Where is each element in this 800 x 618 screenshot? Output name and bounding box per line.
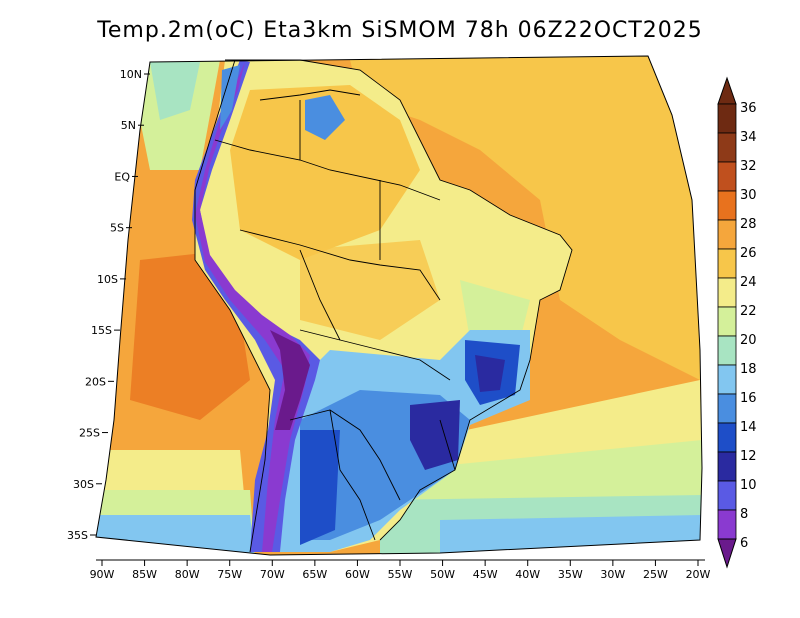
legend-swatch bbox=[717, 277, 737, 308]
lon-label: 65W bbox=[302, 568, 327, 581]
legend-swatch bbox=[717, 219, 737, 250]
lon-label: 20W bbox=[686, 568, 711, 581]
domain-border bbox=[95, 55, 703, 556]
lat-label: 35S bbox=[67, 529, 88, 542]
legend-swatch bbox=[717, 161, 737, 192]
lon-label: 75W bbox=[217, 568, 242, 581]
lat-label: 15S bbox=[91, 324, 112, 337]
legend-level-label: 34 bbox=[740, 130, 757, 145]
lon-label: 30W bbox=[600, 568, 625, 581]
lat-label: 10N bbox=[120, 68, 142, 81]
legend-level-label: 16 bbox=[740, 391, 757, 406]
legend-level-label: 22 bbox=[740, 304, 757, 319]
lon-label: 85W bbox=[132, 568, 157, 581]
legend-level-label: 6 bbox=[740, 536, 748, 551]
legend-arrow-top bbox=[717, 76, 737, 105]
lon-label: 55W bbox=[388, 568, 413, 581]
lon-label: 80W bbox=[175, 568, 200, 581]
legend-level-label: 10 bbox=[740, 478, 757, 493]
legend-swatch bbox=[717, 451, 737, 482]
legend-swatch bbox=[717, 306, 737, 337]
lat-label: 30S bbox=[73, 478, 94, 491]
legend-level-label: 20 bbox=[740, 333, 757, 348]
lat-label: 5N bbox=[121, 119, 136, 132]
legend-level-label: 24 bbox=[740, 275, 757, 290]
legend-swatch bbox=[717, 190, 737, 221]
legend-level-label: 28 bbox=[740, 217, 757, 232]
legend-level-label: 18 bbox=[740, 362, 757, 377]
lon-label: 45W bbox=[473, 568, 498, 581]
legend-level-label: 32 bbox=[740, 159, 757, 174]
legend-level-label: 30 bbox=[740, 188, 757, 203]
legend-swatch bbox=[717, 393, 737, 424]
lat-label: 20S bbox=[85, 375, 106, 388]
latitude-axis: 10N 5N EQ 5S 10S 15S 20S 25S 30S 35S bbox=[67, 68, 150, 542]
legend-swatch bbox=[717, 422, 737, 453]
lat-label: EQ bbox=[114, 170, 130, 183]
lat-label: 10S bbox=[97, 273, 118, 286]
lat-label: 5S bbox=[110, 222, 124, 235]
legend-level-label: 36 bbox=[740, 101, 757, 116]
lon-label: 35W bbox=[558, 568, 583, 581]
legend-swatch bbox=[717, 103, 737, 134]
legend-level-label: 14 bbox=[740, 420, 757, 435]
longitude-axis: 90W 85W 80W 75W 70W 65W 60W 55W 50W 45W 40W 35W 30W 2… bbox=[90, 559, 711, 581]
legend-swatch bbox=[717, 335, 737, 366]
legend-swatch bbox=[717, 132, 737, 163]
legend-swatch bbox=[717, 248, 737, 279]
legend-swatch bbox=[717, 364, 737, 395]
lat-label: 25S bbox=[79, 427, 100, 440]
map-title: Temp.2m(oC) Eta3km SiSMOM 78h 06Z22OCT20… bbox=[97, 18, 703, 43]
lon-label: 60W bbox=[345, 568, 370, 581]
temperature-field bbox=[96, 56, 702, 555]
lon-label: 70W bbox=[260, 568, 285, 581]
lon-label: 40W bbox=[515, 568, 540, 581]
legend-level-label: 26 bbox=[740, 246, 757, 261]
lon-label: 25W bbox=[643, 568, 668, 581]
legend-swatch bbox=[717, 509, 737, 540]
legend-arrow-bottom bbox=[717, 538, 737, 569]
lon-label: 50W bbox=[430, 568, 455, 581]
color-legend: 36 34 32 30 28 26 24 22 20 18 16 14 12 10 8 6 bbox=[717, 76, 757, 569]
legend-level-label: 8 bbox=[740, 507, 748, 522]
lon-label: 90W bbox=[90, 568, 115, 581]
legend-level-label: 12 bbox=[740, 449, 757, 464]
legend-swatch bbox=[717, 480, 737, 511]
country-borders bbox=[194, 59, 573, 553]
